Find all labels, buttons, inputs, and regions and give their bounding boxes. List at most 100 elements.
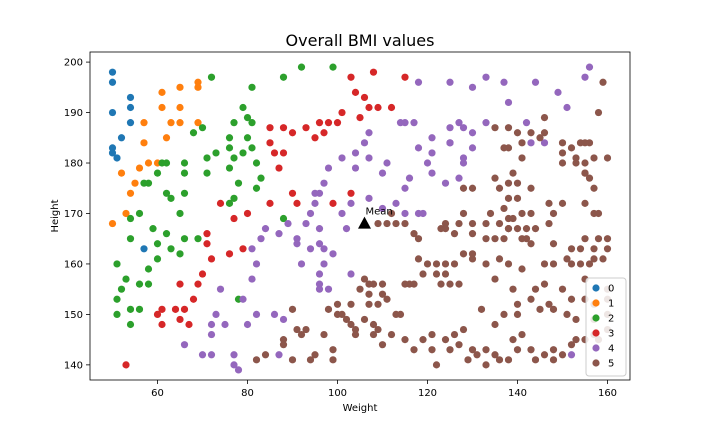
scatter-point-series-2 xyxy=(158,159,166,167)
scatter-point-series-5 xyxy=(563,310,571,318)
scatter-point-series-5 xyxy=(468,346,477,354)
scatter-point-series-2 xyxy=(180,235,189,243)
scatter-point-series-1 xyxy=(194,83,202,91)
scatter-point-series-5 xyxy=(572,315,580,324)
scatter-point-series-5 xyxy=(491,351,499,359)
scatter-point-series-5 xyxy=(500,310,508,318)
scatter-point-series-3 xyxy=(288,129,297,137)
scatter-point-series-0 xyxy=(108,149,117,157)
scatter-point-series-5 xyxy=(378,280,387,288)
scatter-point-series-2 xyxy=(189,129,198,137)
scatter-point-series-5 xyxy=(374,219,382,228)
scatter-point-series-2 xyxy=(113,260,121,268)
scatter-point-series-4 xyxy=(293,235,301,243)
scatter-point-series-4 xyxy=(401,119,409,127)
scatter-point-series-5 xyxy=(527,346,535,354)
scatter-point-series-5 xyxy=(585,260,594,268)
scatter-point-series-5 xyxy=(468,230,477,238)
legend-marker-3 xyxy=(592,329,600,337)
scatter-point-series-5 xyxy=(450,260,459,268)
scatter-point-series-5 xyxy=(509,214,517,223)
scatter-point-series-4 xyxy=(315,240,324,248)
scatter-point-series-5 xyxy=(491,124,499,132)
scatter-point-series-5 xyxy=(599,78,607,86)
scatter-point-series-5 xyxy=(581,169,589,177)
legend-marker-4 xyxy=(592,344,600,352)
scatter-point-series-5 xyxy=(482,346,490,354)
scatter-point-series-0 xyxy=(126,119,135,127)
x-axis: 60 80 100 120 140 160 xyxy=(151,380,617,399)
scatter-point-series-5 xyxy=(477,305,486,313)
scatter-point-series-2 xyxy=(149,225,157,233)
scatter-point-series-5 xyxy=(509,336,517,344)
scatter-point-series-4 xyxy=(297,260,306,268)
scatter-point-series-3 xyxy=(338,108,346,117)
scatter-point-series-5 xyxy=(567,260,576,268)
scatter-point-series-4 xyxy=(198,351,207,359)
scatter-point-series-5 xyxy=(441,336,450,344)
scatter-point-series-2 xyxy=(135,305,144,313)
scatter-point-series-2 xyxy=(243,134,252,142)
scatter-point-series-0 xyxy=(117,134,126,142)
scatter-point-series-5 xyxy=(522,235,531,243)
scatter-point-series-5 xyxy=(513,300,522,308)
scatter-point-series-2 xyxy=(180,169,189,177)
scatter-point-series-3 xyxy=(239,245,247,253)
scatter-point-series-3 xyxy=(243,209,252,218)
scatter-point-series-0 xyxy=(108,68,117,76)
scatter-point-series-4 xyxy=(581,73,589,81)
scatter-point-series-4 xyxy=(351,149,360,157)
scatter-point-series-5 xyxy=(558,159,567,167)
scatter-point-series-1 xyxy=(131,179,139,187)
scatter-point-series-4 xyxy=(468,83,477,91)
scatter-point-series-5 xyxy=(531,356,540,364)
scatter-point-series-5 xyxy=(495,356,504,364)
scatter-point-series-5 xyxy=(540,260,549,268)
scatter-point-series-5 xyxy=(590,245,598,253)
scatter-point-series-1 xyxy=(176,83,184,91)
scatter-point-series-5 xyxy=(491,235,499,243)
scatter-point-series-4 xyxy=(522,119,531,127)
scatter-point-series-2 xyxy=(153,240,162,248)
legend-marker-2 xyxy=(592,314,600,322)
scatter-point-series-4 xyxy=(279,315,288,324)
scatter-point-series-3 xyxy=(270,149,279,157)
scatter-point-series-5 xyxy=(342,315,351,324)
scatter-point-series-4 xyxy=(459,159,468,167)
scatter-point-series-5 xyxy=(558,149,567,157)
y-axis-title: Height xyxy=(50,199,61,232)
scatter-point-series-2 xyxy=(126,320,135,329)
scatter-point-series-4 xyxy=(315,225,324,233)
scatter-point-series-4 xyxy=(212,310,220,318)
y-tick-label: 200 xyxy=(64,58,83,69)
scatter-point-series-3 xyxy=(225,250,234,258)
scatter-point-series-1 xyxy=(144,159,153,167)
scatter-point-series-3 xyxy=(360,93,369,102)
legend-marker-0 xyxy=(592,284,600,292)
scatter-point-series-5 xyxy=(419,336,427,344)
scatter-point-series-1 xyxy=(176,119,184,127)
scatter-point-series-5 xyxy=(549,240,558,248)
scatter-point-series-5 xyxy=(347,300,355,308)
scatter-point-series-5 xyxy=(302,325,310,334)
points-layer xyxy=(108,63,612,374)
scatter-point-series-5 xyxy=(459,325,468,334)
scatter-point-series-5 xyxy=(590,184,598,192)
scatter-point-series-2 xyxy=(252,159,261,167)
scatter-point-series-4 xyxy=(455,119,463,127)
scatter-point-series-5 xyxy=(576,245,585,253)
scatter-point-series-5 xyxy=(437,280,445,288)
scatter-point-series-4 xyxy=(315,270,324,278)
scatter-point-series-5 xyxy=(549,209,558,218)
scatter-point-series-4 xyxy=(428,149,436,157)
scatter-point-series-2 xyxy=(135,280,144,288)
scatter-point-series-3 xyxy=(315,119,324,127)
scatter-point-series-5 xyxy=(491,320,499,329)
scatter-point-series-1 xyxy=(140,139,148,147)
scatter-point-series-5 xyxy=(513,179,522,187)
scatter-point-series-0 xyxy=(126,93,135,102)
scatter-point-series-5 xyxy=(518,209,526,218)
scatter-point-series-4 xyxy=(248,275,256,283)
scatter-point-series-5 xyxy=(509,169,517,177)
scatter-point-series-4 xyxy=(482,119,490,127)
